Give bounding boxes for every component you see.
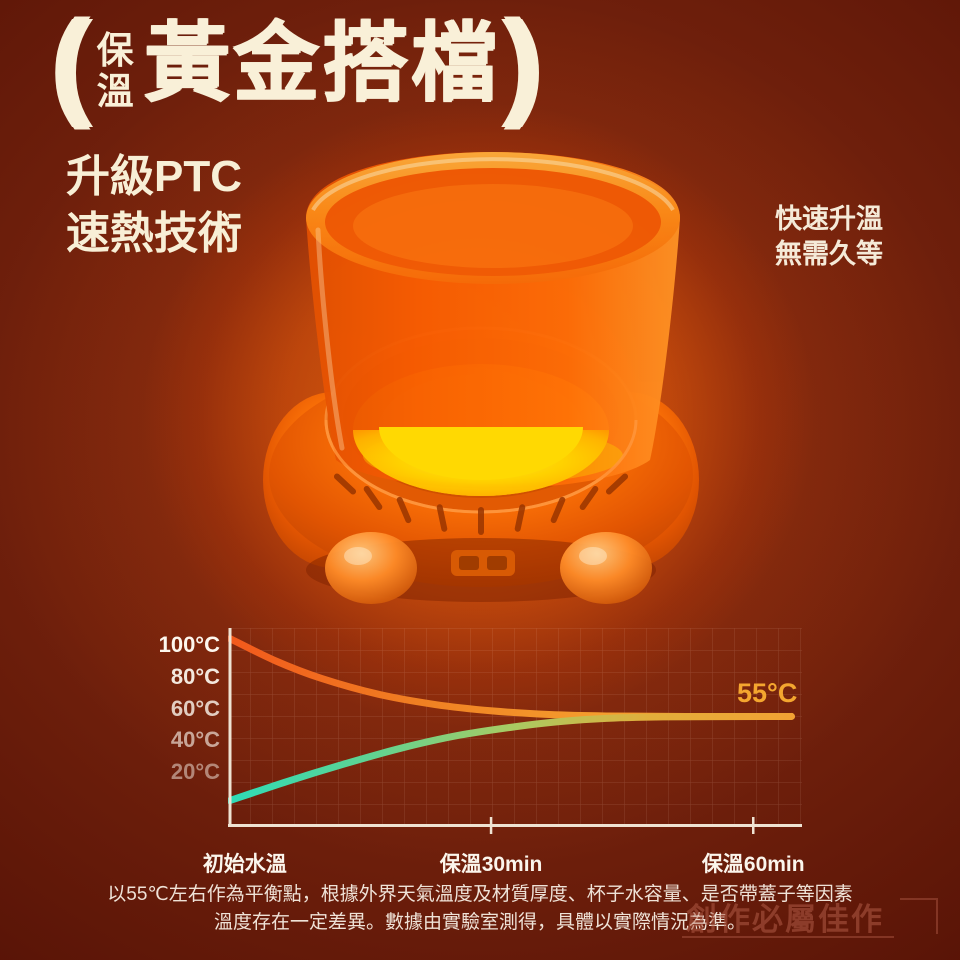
footnote-line2: 溫度存在一定差異。數據由實驗室測得，具體以實際情況為準。 bbox=[213, 911, 746, 933]
footnote: 以55℃左右作為平衡點，根據外界天氣溫度及材質厚度、杯子水容量、是否帶蓋子等因素… bbox=[0, 881, 960, 936]
x-axis-category-label: 保溫30min bbox=[439, 853, 543, 876]
chart-tick-layer bbox=[489, 817, 755, 834]
side-note-fast-heating: 快速升溫 無需久等 bbox=[775, 202, 883, 272]
x-axis-category-label: 初始水溫 bbox=[202, 853, 287, 876]
watermark: 創作必屬佳作 bbox=[682, 890, 938, 938]
title-stacked-char-top: 保 bbox=[96, 30, 134, 71]
cold-water-heating-line bbox=[228, 712, 795, 805]
subtitle-line1: 升級PTC bbox=[66, 152, 242, 201]
temperature-chart-plot bbox=[228, 628, 802, 834]
y-axis-tick-label: 60°C bbox=[170, 695, 220, 721]
chart-y-axis: 100°C 80°C 60°C 40°C 20°C bbox=[95, 628, 220, 833]
x-axis-category-label: 保溫60min bbox=[701, 853, 805, 876]
title-paren-open: ( bbox=[52, 0, 91, 128]
title-stacked-char-bottom: 溫 bbox=[96, 71, 134, 112]
subtitle-line2: 速熱技術 bbox=[66, 209, 242, 258]
side-note-line2: 無需久等 bbox=[775, 239, 883, 269]
y-axis-tick-label: 40°C bbox=[170, 727, 220, 753]
title-stacked-keepwarm: 保 溫 bbox=[97, 30, 134, 112]
y-axis-tick-label: 20°C bbox=[170, 759, 220, 784]
y-axis-tick-label: 100°C bbox=[158, 632, 220, 657]
equilibrium-annotation: 55°C bbox=[737, 678, 798, 708]
subtitle-ptc-heating: 升級PTC 速熱技術 bbox=[66, 148, 242, 262]
temperature-chart: 100°C 80°C 60°C 40°C 20°C 55°C 初始水溫 保溫30min 保溫… bbox=[0, 620, 960, 890]
watermark-text: 創作必屬佳作 bbox=[686, 902, 884, 937]
title-paren-close: ) bbox=[503, 0, 543, 128]
page-title: ( 保 溫 黃金搭檔 ) bbox=[52, 0, 543, 128]
watermark-corner-bracket bbox=[900, 898, 938, 934]
footnote-line1: 以55℃左右作為平衡點，根據外界天氣溫度及材質厚度、杯子水容量、是否帶蓋子等因素 bbox=[107, 884, 853, 905]
chart-series-layer bbox=[228, 635, 795, 805]
title-main-text: 黃金搭檔 bbox=[143, 15, 500, 111]
side-note-line1: 快速升溫 bbox=[775, 204, 883, 234]
watermark-underline bbox=[682, 936, 894, 938]
y-axis-tick-label: 80°C bbox=[170, 663, 220, 689]
